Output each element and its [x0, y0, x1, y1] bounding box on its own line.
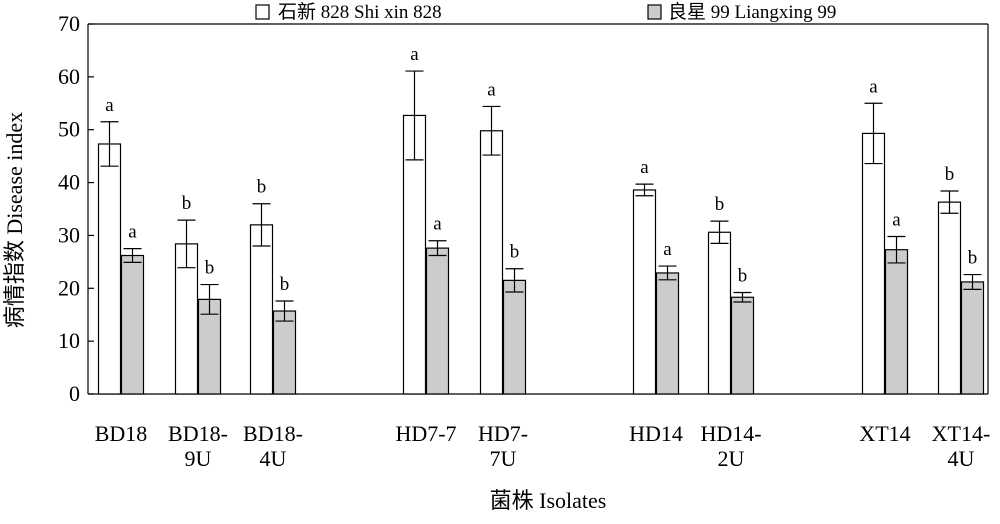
bars — [97, 70, 985, 395]
category-label: XT14- — [932, 421, 991, 446]
significance-label: b — [738, 266, 748, 287]
bar-liangxing — [884, 249, 909, 395]
significance-label: a — [640, 157, 649, 178]
bar-shixin — [249, 224, 274, 395]
category-label: 4U — [948, 446, 975, 471]
significance-label: a — [105, 95, 114, 116]
significance-label: b — [945, 164, 955, 185]
y-tick-label: 60 — [58, 64, 80, 89]
axes: 0 10 20 30 40 50 60 70 — [58, 11, 989, 406]
y-tick-label: 50 — [58, 117, 80, 142]
bar-liangxing — [120, 254, 145, 395]
category-label: 7U — [490, 446, 517, 471]
significance-label: a — [892, 209, 901, 230]
category-label: HD14 — [629, 421, 683, 446]
bar-shixin — [937, 201, 962, 395]
bar-liangxing — [425, 247, 450, 395]
category-label: BD18 — [95, 421, 148, 446]
bar-shixin — [632, 189, 657, 395]
legend-label-shixin: 石新 828 Shi xin 828 — [278, 1, 442, 23]
bar-liangxing — [502, 279, 527, 395]
category-label: XT14 — [859, 421, 910, 446]
x-axis-title: 菌株 Isolates — [490, 488, 607, 513]
significance-label: a — [663, 239, 672, 260]
category-label: BD18- — [168, 421, 228, 446]
significance-label: b — [968, 248, 978, 269]
category-label: HD14- — [700, 421, 761, 446]
category-label: 4U — [260, 446, 287, 471]
category-label: 2U — [718, 446, 745, 471]
category-label: HD7- — [478, 421, 528, 446]
bar-shixin — [479, 130, 504, 395]
bar-liangxing — [655, 272, 680, 395]
category-label: BD18- — [243, 421, 303, 446]
y-axis-title: 病情指数 Disease index — [2, 112, 27, 328]
y-tick-label: 0 — [69, 381, 80, 406]
significance-label: b — [257, 177, 267, 198]
significance-label: a — [869, 76, 878, 97]
bar-shixin — [97, 143, 122, 395]
y-tick-label: 40 — [58, 170, 80, 195]
significance-label: b — [182, 193, 192, 214]
bar-shixin — [707, 231, 732, 395]
y-tick-label: 10 — [58, 328, 80, 353]
category-label: HD7-7 — [395, 421, 456, 446]
y-tick-label: 20 — [58, 275, 80, 300]
bar-shixin — [861, 132, 886, 395]
significance-label: b — [715, 194, 725, 215]
category-label: 9U — [185, 446, 212, 471]
significance-label: b — [205, 258, 215, 279]
bar-liangxing — [272, 310, 297, 395]
legend: 石新 828 Shi xin 828 良星 99 Liangxing 99 — [255, 1, 836, 23]
significance-label: a — [410, 44, 419, 65]
significance-label: a — [433, 214, 442, 235]
bar-liangxing — [730, 296, 755, 395]
legend-swatch-liangxing — [647, 4, 662, 20]
significance-label: b — [510, 242, 520, 263]
y-tick-label: 30 — [58, 222, 80, 247]
legend-label-liangxing: 良星 99 Liangxing 99 — [668, 1, 836, 23]
legend-swatch-shixin — [255, 4, 270, 20]
significance-label: a — [487, 79, 496, 100]
significance-label: a — [128, 222, 137, 243]
significance-label: b — [280, 274, 290, 295]
labels: aaBD18bbBD18-9UbbBD18-4UaaHD7-7abHD7-7Ua… — [95, 44, 991, 471]
y-tick-label: 70 — [58, 11, 80, 36]
bar-liangxing — [960, 281, 985, 395]
